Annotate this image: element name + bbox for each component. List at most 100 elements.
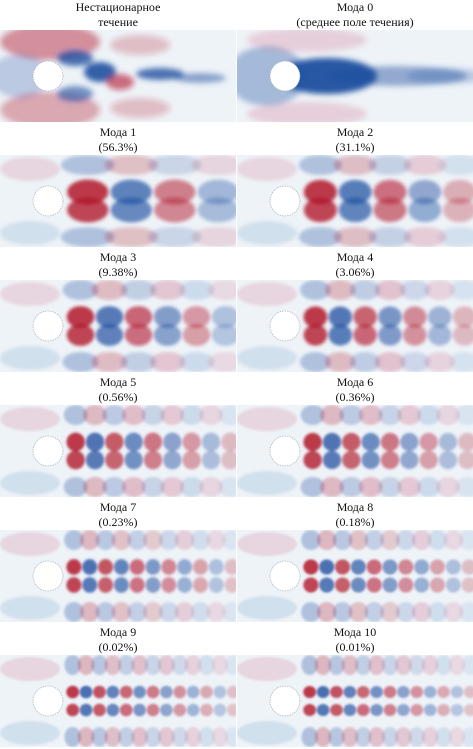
vortex-blob — [77, 655, 95, 675]
vortex-blob — [106, 74, 134, 90]
vortex-blob — [459, 530, 473, 550]
caption-title: Мода 2 — [336, 125, 374, 139]
vortex-blob — [339, 477, 364, 497]
flow-field-svg — [237, 655, 473, 747]
caption-title: Нестационарное — [75, 0, 161, 14]
vortex-blob — [341, 727, 359, 747]
vortex-blob — [191, 155, 236, 175]
vortex-blob — [316, 686, 330, 698]
vortex-blob — [124, 324, 153, 346]
vortex-blob — [191, 227, 236, 247]
vortex-blob — [383, 686, 397, 698]
vortex-blob — [67, 179, 109, 205]
vortex-blob — [330, 686, 343, 698]
vortex-blob — [237, 221, 297, 245]
vortex-blob — [314, 655, 332, 675]
vortex-blob — [63, 477, 88, 497]
vortex-blob — [102, 405, 127, 425]
cylinder — [269, 310, 301, 342]
vortex-blob — [301, 655, 318, 675]
vortex-blob — [79, 685, 93, 699]
vortex-blob — [356, 704, 370, 716]
vortex-blob — [173, 703, 187, 717]
flow-field-plot — [237, 530, 473, 622]
vortex-blob — [160, 477, 185, 497]
vortex-blob — [461, 577, 473, 593]
vortex-blob — [462, 655, 473, 675]
vortex-blob — [320, 405, 344, 425]
vortex-blob — [333, 227, 377, 247]
vortex-blob — [380, 530, 400, 550]
vortex-blob — [237, 346, 297, 370]
vortex-blob — [110, 35, 170, 55]
panel-caption: Мода 10 (0.01%) — [237, 625, 473, 655]
vortex-blob — [445, 559, 461, 575]
vortex-blob — [414, 577, 430, 593]
vortex-blob — [110, 197, 152, 223]
panel-mode-7: Мода 7 (0.23%) — [0, 500, 236, 622]
vortex-blob — [105, 432, 124, 452]
vortex-blob — [348, 602, 369, 622]
vortex-blob — [91, 280, 128, 300]
vortex-blob — [424, 352, 456, 372]
vortex-blob — [225, 727, 236, 747]
vortex-blob — [66, 577, 82, 593]
vortex-blob — [324, 280, 356, 300]
vortex-blob — [119, 685, 133, 699]
vortex-blob — [91, 655, 108, 675]
vortex-blob — [419, 432, 438, 452]
vortex-blob — [463, 704, 473, 716]
vortex-blob — [303, 450, 322, 470]
vortex-blob — [342, 450, 361, 470]
flow-field-plot — [0, 530, 236, 622]
vortex-blob — [421, 727, 439, 747]
vortex-blob — [300, 405, 325, 425]
vortex-blob — [141, 477, 165, 497]
vortex-blob — [213, 703, 227, 717]
flow-field-svg — [0, 155, 236, 247]
vortex-blob — [383, 704, 397, 716]
vortex-blob — [104, 227, 159, 247]
vortex-blob — [93, 685, 106, 699]
vortex-blob — [85, 432, 105, 452]
cylinder — [269, 185, 301, 217]
vortex-blob — [332, 530, 353, 550]
panel-caption: Нестационарное течение — [0, 0, 236, 30]
vortex-blob — [438, 227, 473, 247]
vortex-blob — [349, 280, 381, 300]
flow-field-svg — [237, 530, 473, 622]
vortex-blob — [178, 352, 215, 372]
vortex-blob — [153, 324, 182, 346]
vortex-blob — [129, 559, 145, 575]
vortex-blob — [342, 432, 361, 452]
vortex-blob — [237, 471, 297, 495]
vortex-blob — [403, 324, 427, 346]
vortex-blob — [66, 559, 82, 575]
vortex-blob — [179, 477, 204, 497]
vortex-blob — [208, 559, 224, 575]
vortex-blob — [190, 530, 211, 550]
vortex-blob — [62, 352, 99, 372]
vortex-blob — [198, 727, 215, 747]
panel-caption: Мода 0 (среднее поле течения) — [237, 0, 473, 30]
cylinder — [269, 435, 301, 467]
vortex-blob — [105, 450, 124, 470]
vortex-blob — [117, 727, 135, 747]
vortex-blob — [427, 602, 448, 622]
vortex-blob — [364, 530, 384, 550]
vortex-blob — [82, 559, 98, 575]
vortex-blob — [395, 727, 412, 747]
vortex-blob — [182, 432, 201, 452]
caption-subtitle: (0.02%) — [98, 640, 138, 654]
vortex-blob — [361, 450, 380, 470]
vortex-blob — [421, 655, 439, 675]
vortex-blob — [198, 655, 215, 675]
vortex-blob — [380, 432, 400, 452]
vortex-blob — [396, 602, 416, 622]
vortex-blob — [396, 530, 416, 550]
vortex-blob — [60, 155, 115, 175]
flow-field-plot — [237, 405, 473, 497]
caption-title: Мода 0 — [336, 0, 374, 14]
vortex-blob — [237, 596, 297, 620]
vortex-blob — [449, 280, 473, 300]
